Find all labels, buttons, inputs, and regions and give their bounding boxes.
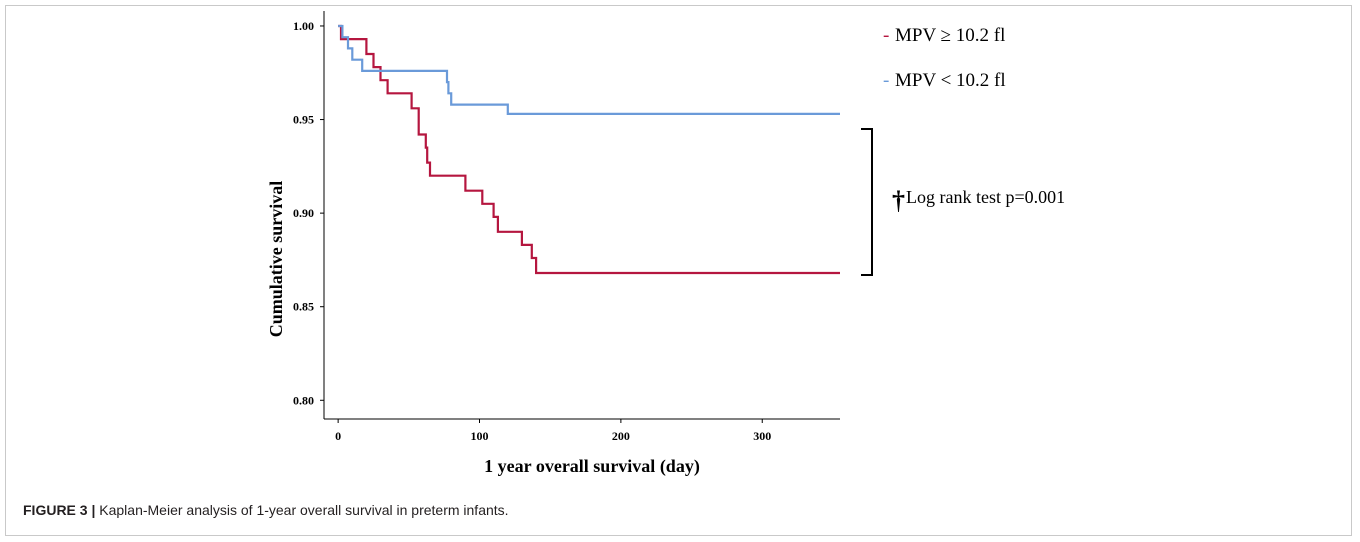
x-tick-label: 100	[471, 429, 489, 443]
x-tick-label: 200	[612, 429, 630, 443]
legend-marker-high-mpv: -	[883, 25, 889, 46]
legend-marker-low-mpv: -	[883, 70, 889, 91]
y-tick-label: 1.00	[293, 19, 314, 33]
legend-item-low-mpv: - MPV < 10.2 fl	[883, 70, 1006, 91]
legend-label-high-mpv: MPV ≥ 10.2 fl	[895, 25, 1005, 46]
figure-frame: 0.80 0.85 0.90 0.95 1.00 0 100 200 300 Cumulativ…	[5, 5, 1352, 536]
dagger-symbol: †	[892, 186, 905, 215]
x-tick-label: 0	[335, 429, 341, 443]
figure-number: FIGURE 3 |	[23, 502, 96, 518]
log-rank-annotation: Log rank test p=0.001	[906, 187, 1065, 207]
series-line-low-mpv	[338, 24, 840, 115]
series-layer	[338, 24, 840, 275]
legend-item-high-mpv: - MPV ≥ 10.2 fl	[883, 25, 1005, 46]
y-tick-label: 0.80	[293, 393, 314, 407]
caption-text: Kaplan-Meier analysis of 1-year overall …	[95, 502, 509, 518]
legend-label-low-mpv: MPV < 10.2 fl	[895, 70, 1006, 91]
km-survival-chart: 0.80 0.85 0.90 0.95 1.00 0 100 200 300 Cumulativ…	[266, 11, 1065, 477]
y-tick-label: 0.95	[293, 113, 314, 127]
legend: - MPV ≥ 10.2 fl - MPV < 10.2 fl	[883, 25, 1006, 91]
significance-bracket	[861, 128, 873, 276]
y-tick-label: 0.85	[293, 300, 314, 314]
x-axis-label: 1 year overall survival (day)	[484, 456, 700, 477]
series-line-high-mpv	[338, 24, 840, 275]
y-tick-label: 0.90	[293, 206, 314, 220]
figure-caption: FIGURE 3 | Kaplan-Meier analysis of 1-ye…	[23, 502, 509, 518]
x-tick-label: 300	[753, 429, 771, 443]
y-axis-label: Cumulative survival	[266, 181, 286, 338]
axes: 0.80 0.85 0.90 0.95 1.00 0 100 200 300	[293, 11, 840, 443]
